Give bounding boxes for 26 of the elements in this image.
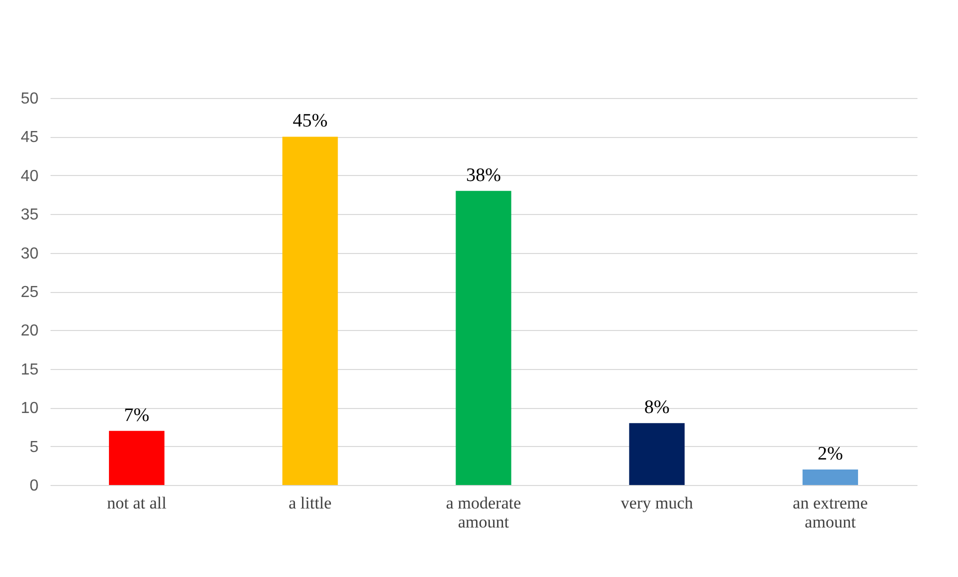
bar [282,136,338,485]
bar [802,470,858,485]
data-label: 8% [644,397,670,418]
x-tick-label: an extreme amount [792,494,868,532]
y-tick-label: 30 [20,245,39,262]
x-tick-label: a little [288,494,332,512]
bar [108,430,164,485]
x-tick-label: a moderate amount [446,494,522,532]
y-tick-label: 0 [30,478,39,494]
y-tick-label: 45 [20,129,39,146]
y-tick-label: 25 [20,284,39,301]
y-tick-label: 35 [20,206,39,224]
bar [629,423,685,485]
y-tick-label: 10 [20,400,39,418]
y-tick-label: 20 [20,322,39,340]
y-tick-label: 15 [20,361,39,378]
bar [456,190,512,485]
data-label: 38% [466,164,502,186]
data-label: 45% [292,110,328,132]
data-label: 7% [124,404,150,426]
x-tick-label: not at all [106,494,167,512]
y-tick-label: 50 [20,90,39,108]
y-tick-label: 40 [20,168,39,185]
x-tick-label: very much [620,494,694,512]
data-label: 2% [818,444,844,465]
y-tick-label: 5 [30,438,39,456]
